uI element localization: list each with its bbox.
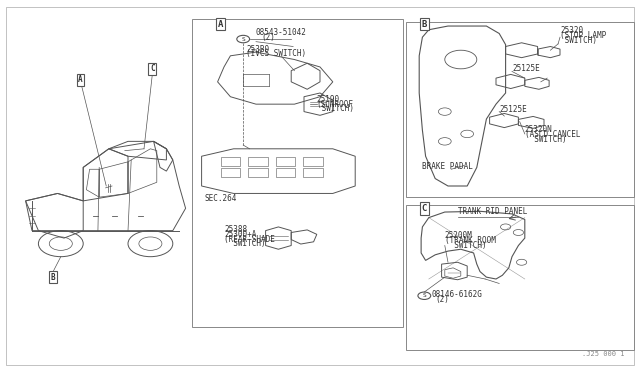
Text: A: A: [78, 76, 83, 84]
Text: TRANK RID PANEL: TRANK RID PANEL: [458, 207, 527, 216]
Text: 08146-6162G: 08146-6162G: [432, 291, 483, 299]
Text: .J25 000 1: .J25 000 1: [582, 351, 624, 357]
Text: SWITCH): SWITCH): [525, 135, 566, 144]
Text: 25125E: 25125E: [512, 64, 540, 73]
Text: (STOP LAMP: (STOP LAMP: [560, 31, 606, 40]
Text: SWITCH): SWITCH): [560, 36, 597, 45]
Text: S: S: [422, 293, 426, 298]
Text: (TRANK ROOM: (TRANK ROOM: [445, 236, 495, 245]
Text: S: S: [241, 36, 245, 42]
Text: (IVCS SWITCH): (IVCS SWITCH): [246, 49, 307, 58]
Text: (2): (2): [435, 295, 449, 304]
Text: A: A: [218, 20, 223, 29]
Text: (SUNROOF: (SUNROOF: [317, 100, 354, 109]
Text: 25300+A: 25300+A: [224, 230, 257, 239]
Text: 08543-51042: 08543-51042: [256, 28, 307, 37]
Text: SWITCH): SWITCH): [317, 104, 354, 113]
Text: C: C: [150, 64, 155, 73]
Text: SWITCH): SWITCH): [224, 239, 266, 248]
Text: 25190: 25190: [317, 95, 340, 104]
Text: 25200M: 25200M: [445, 231, 472, 240]
Bar: [192, 19, 403, 327]
Text: 25320: 25320: [560, 26, 583, 35]
Text: B: B: [422, 20, 427, 29]
Text: SWITCH): SWITCH): [445, 241, 486, 250]
Bar: [406, 22, 634, 197]
Text: B: B: [51, 273, 56, 282]
Text: BRAKE PADAL: BRAKE PADAL: [422, 162, 473, 171]
Text: C: C: [422, 204, 427, 213]
Text: 253B0: 253B0: [246, 45, 269, 54]
Text: 25320N: 25320N: [525, 125, 552, 134]
Bar: [406, 205, 634, 350]
Text: (ASCD CANCEL: (ASCD CANCEL: [525, 130, 580, 139]
Text: SEC.264: SEC.264: [205, 194, 237, 203]
Text: 25125E: 25125E: [499, 105, 527, 113]
Text: 25388: 25388: [224, 225, 247, 234]
Text: (REAR SHADE: (REAR SHADE: [224, 235, 275, 244]
Text: (2): (2): [261, 33, 275, 42]
